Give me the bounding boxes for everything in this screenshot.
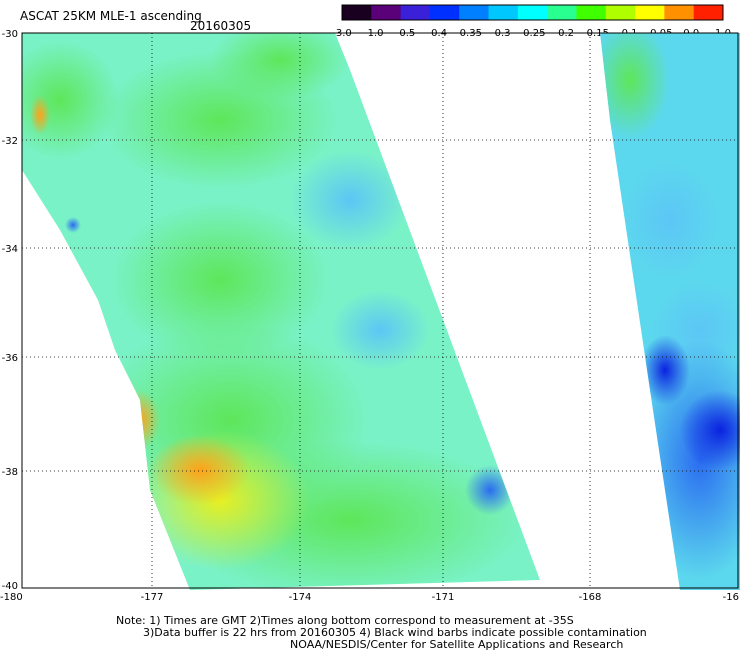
colorbar-swatch	[371, 5, 402, 20]
colorbar-swatch	[459, 5, 490, 20]
latitude-label: -30	[2, 29, 18, 40]
latitude-label: -34	[2, 244, 18, 255]
longitude-label: -174	[289, 592, 312, 600]
latitude-label: -32	[2, 136, 18, 147]
latitude-label: -38	[2, 467, 18, 478]
colorbar-swatch	[342, 5, 372, 20]
colorbar-swatch	[576, 5, 607, 20]
colorbar-swatch	[400, 5, 431, 20]
colorbar-swatch	[547, 5, 577, 20]
axis-labels: -30 -32 -34 -36 -38 -40-180 -177 -174 -171 -168 -1…	[0, 29, 739, 600]
swath-map: -3.0 -1.0 -0.5 -0.4 -0.35 -0.3 -0.25 -0.2 -0.15-…	[0, 4, 740, 600]
latitude-label: -36	[2, 353, 18, 364]
title-line-2: 20160305	[190, 19, 252, 33]
footer-credit: NOAA/NESDIS/Center for Satellite Applica…	[290, 638, 624, 651]
colorbar-swatch	[635, 5, 665, 20]
footer-note-line-2: 3)Data buffer is 22 hrs from 20160305 4)…	[143, 626, 647, 639]
graticule	[22, 33, 738, 588]
colorbar-border	[341, 4, 724, 21]
swath-main	[22, 33, 540, 590]
title-line-1: ASCAT 25KM MLE-1 ascending	[20, 9, 202, 23]
colorbar-swatch	[488, 5, 519, 20]
longitude-label: -180	[0, 592, 23, 600]
colorbar-swatch	[664, 5, 695, 20]
colorbar-swatch	[429, 5, 460, 20]
colorbar-swatch	[605, 5, 636, 20]
footer-note-line-1: Note: 1) Times are GMT 2)Times along bot…	[116, 614, 574, 627]
longitude-label: -171	[432, 592, 455, 600]
colorbar-swatch	[693, 5, 724, 20]
map-frame	[21, 32, 739, 589]
colorbar-swatch	[517, 5, 548, 20]
latitude-label: -40	[2, 581, 18, 592]
longitude-label: -168	[579, 592, 602, 600]
swath-right	[600, 33, 740, 590]
longitude-label: -16	[723, 592, 739, 600]
longitude-label: -177	[141, 592, 164, 600]
